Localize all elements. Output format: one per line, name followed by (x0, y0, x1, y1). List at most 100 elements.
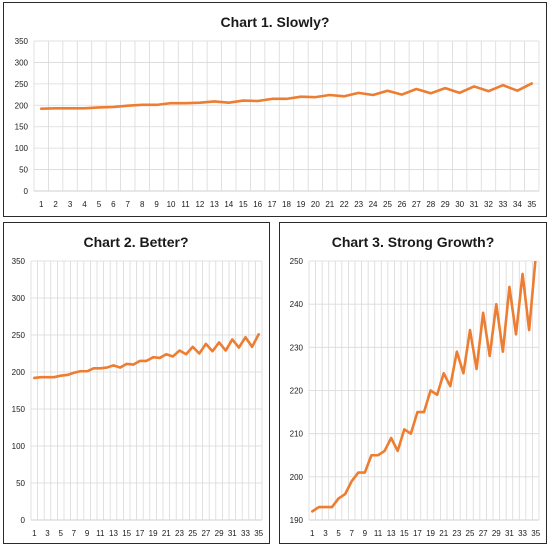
chart-1-x-tick-label: 19 (296, 200, 305, 209)
chart-3-title: Chart 3. Strong Growth? (332, 234, 495, 250)
chart-3-x-tick-label: 31 (505, 529, 514, 538)
chart-1-x-tick-label: 27 (412, 200, 421, 209)
chart-2-x-tick-label: 15 (122, 529, 131, 538)
chart-1-x-tick-label: 26 (397, 200, 406, 209)
chart-1-x-tick-label: 24 (369, 200, 378, 209)
chart-2-x-tick-label: 1 (32, 529, 37, 538)
chart-2-x-tick-label: 11 (96, 529, 105, 538)
chart-3-x-tick-label: 17 (413, 529, 422, 538)
chart-2-y-tick-label: 300 (12, 294, 26, 303)
chart-3-y-tick-label: 190 (290, 516, 304, 525)
chart-2-y-tick-label: 150 (12, 405, 26, 414)
chart-3-x-tick-label: 21 (439, 529, 448, 538)
chart-1-x-tick-label: 12 (195, 200, 204, 209)
chart-3-x-tick-label: 19 (426, 529, 435, 538)
chart-2-x-tick-label: 35 (254, 529, 263, 538)
chart-2-x-tick-label: 19 (149, 529, 158, 538)
chart-2-x-tick-label: 13 (109, 529, 118, 538)
chart-1-x-tick-label: 7 (126, 200, 131, 209)
chart-1-x-tick-label: 34 (513, 200, 522, 209)
chart-1-x-tick-label: 2 (53, 200, 58, 209)
chart-2-title: Chart 2. Better? (83, 234, 188, 250)
chart-1-y-tick-label: 350 (15, 37, 29, 46)
chart-3-y-tick-label: 230 (290, 343, 304, 352)
chart-2-x-tick-label: 17 (135, 529, 144, 538)
chart-2-x-tick-label: 21 (162, 529, 171, 538)
chart-3-x-tick-label: 23 (452, 529, 461, 538)
chart-3-x-tick-label: 29 (492, 529, 501, 538)
chart-2-panel: Chart 2. Better? 0 50 100 150 200 250 300 350 1 3… (3, 222, 270, 544)
chart-3-x-tick-label: 7 (349, 529, 354, 538)
chart-3-x-tick-label: 13 (387, 529, 396, 538)
chart-1-x-tick-label: 14 (224, 200, 233, 209)
chart-3-y-tick-label: 220 (290, 387, 304, 396)
chart-3-y-tick-label: 250 (290, 257, 304, 266)
chart-1-x-tick-label: 13 (210, 200, 219, 209)
chart-3-x-tick-label: 3 (323, 529, 328, 538)
chart-2-y-tick-label: 100 (12, 442, 26, 451)
chart-1-x-tick-label: 10 (167, 200, 176, 209)
chart-3-x-tick-label: 1 (310, 529, 315, 538)
chart-3-panel: Chart 3. Strong Growth? 190 200 210 220 230 2… (279, 222, 547, 544)
chart-2-x-tick-label: 25 (188, 529, 197, 538)
chart-1-title: Chart 1. Slowly? (221, 14, 330, 30)
chart-3-x-tick-label: 5 (336, 529, 341, 538)
chart-1-x-tick-label: 3 (68, 200, 73, 209)
chart-3-y-tick-label: 210 (290, 430, 304, 439)
chart-3-svg: Chart 3. Strong Growth? 190 200 210 220 230 2… (290, 234, 541, 538)
chart-1-x-tick-label: 16 (253, 200, 262, 209)
chart-2-x-tick-label: 9 (85, 529, 90, 538)
chart-1-x-tick-label: 9 (154, 200, 159, 209)
chart-1-y-tick-label: 100 (15, 144, 29, 153)
chart-3-x-tick-label: 35 (531, 529, 540, 538)
chart-2-y-tick-label: 50 (16, 479, 25, 488)
chart-1-x-tick-label: 29 (441, 200, 450, 209)
chart-1-x-tick-label: 11 (181, 200, 190, 209)
chart-2-x-tick-label: 27 (201, 529, 210, 538)
chart-1-x-tick-label: 21 (325, 200, 334, 209)
chart-1-y-tick-label: 150 (15, 123, 29, 132)
chart-2-x-tick-label: 29 (215, 529, 224, 538)
chart-1-x-tick-label: 20 (311, 200, 320, 209)
chart-2-y-tick-label: 350 (12, 257, 26, 266)
chart-1-y-tick-label: 200 (15, 101, 29, 110)
chart-1-x-tick-label: 15 (239, 200, 248, 209)
chart-1-x-tick-label: 30 (455, 200, 464, 209)
chart-1-x-tick-label: 17 (268, 200, 277, 209)
chart-3-x-tick-label: 15 (400, 529, 409, 538)
chart-1-x-tick-label: 22 (340, 200, 349, 209)
chart-2-series-line (32, 332, 260, 380)
chart-1-y-tick-label: 250 (15, 80, 29, 89)
chart-1-x-tick-label: 25 (383, 200, 392, 209)
chart-3-series-line (310, 261, 537, 513)
chart-2-y-tick-label: 0 (21, 516, 26, 525)
chart-1-y-tick-label: 50 (19, 166, 28, 175)
chart-2-x-tick-label: 23 (175, 529, 184, 538)
chart-1-x-tick-label: 4 (82, 200, 87, 209)
chart-1-x-tick-label: 5 (97, 200, 102, 209)
chart-2-x-tick-label: 31 (228, 529, 237, 538)
chart-1-x-tick-label: 33 (498, 200, 507, 209)
chart-1-x-tick-label: 6 (111, 200, 116, 209)
chart-1-x-tick-label: 18 (282, 200, 291, 209)
chart-1-series-line (39, 82, 534, 111)
chart-1-x-tick-label: 31 (470, 200, 479, 209)
chart-1-x-tick-label: 32 (484, 200, 493, 209)
chart-3-x-tick-label: 27 (479, 529, 488, 538)
chart-1-x-tick-label: 28 (426, 200, 435, 209)
chart-1-panel: Chart 1. Slowly? 0 50 100 150 200 250 300 350 1 2… (3, 2, 547, 217)
chart-1-x-tick-label: 23 (354, 200, 363, 209)
chart-2-y-tick-label: 200 (12, 368, 26, 377)
chart-3-x-tick-label: 11 (374, 529, 383, 538)
chart-3-y-tick-label: 240 (290, 300, 304, 309)
chart-1-x-tick-label: 1 (39, 200, 44, 209)
chart-2-x-tick-label: 5 (58, 529, 63, 538)
chart-3-x-tick-label: 33 (518, 529, 527, 538)
chart-2-x-tick-label: 7 (72, 529, 77, 538)
chart-1-x-tick-label: 8 (140, 200, 145, 209)
chart-3-x-tick-label: 25 (466, 529, 475, 538)
chart-2-x-tick-label: 33 (241, 529, 250, 538)
chart-3-y-tick-label: 200 (290, 473, 304, 482)
